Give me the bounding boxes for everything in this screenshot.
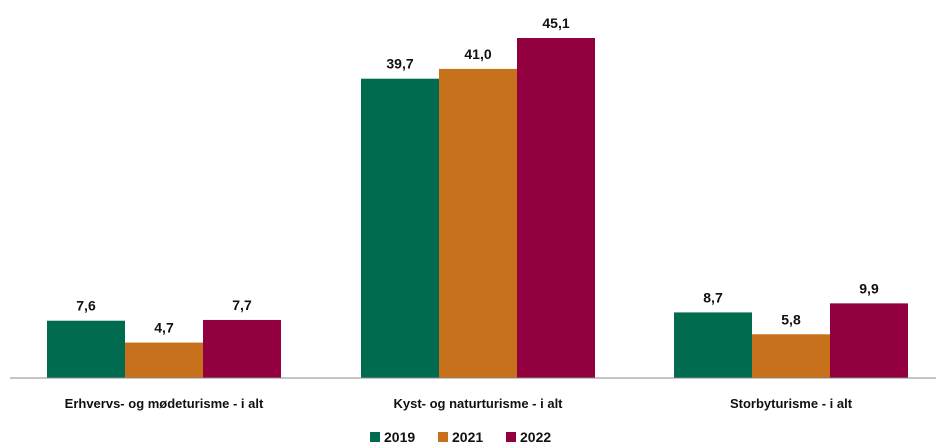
category-label-erhvervs-og-mødeturisme-i-alt: Erhvervs- og mødeturisme - i alt — [65, 396, 264, 411]
value-label-2019-erhvervs-og-mødeturisme-i-alt: 7,6 — [76, 298, 96, 314]
value-label-2021-erhvervs-og-mødeturisme-i-alt: 4,7 — [154, 320, 174, 336]
category-label-storbyturisme-i-alt: Storbyturisme - i alt — [730, 396, 853, 411]
bar-2021-kyst-og-naturturisme-i-alt — [439, 68, 517, 378]
bar-2022-erhvervs-og-mødeturisme-i-alt — [203, 319, 281, 378]
bar-2019-storbyturisme-i-alt — [674, 312, 752, 378]
legend-label-2019: 2019 — [384, 429, 415, 445]
legend-swatch-2019 — [370, 432, 380, 442]
bars-group — [47, 38, 908, 378]
legend-swatch-2021 — [438, 432, 448, 442]
value-label-2021-storbyturisme-i-alt: 5,8 — [781, 311, 801, 327]
legend: 2019 2021 2022 — [370, 429, 551, 445]
legend-label-2021: 2021 — [452, 429, 483, 445]
value-label-2022-kyst-og-naturturisme-i-alt: 45,1 — [542, 15, 569, 31]
value-label-2019-storbyturisme-i-alt: 8,7 — [703, 289, 723, 305]
legend-swatch-2022 — [506, 432, 516, 442]
bar-2022-storbyturisme-i-alt — [830, 303, 908, 378]
bar-2019-kyst-og-naturturisme-i-alt — [361, 78, 439, 378]
value-label-2022-erhvervs-og-mødeturisme-i-alt: 7,7 — [232, 297, 252, 313]
category-labels-group: Erhvervs- og mødeturisme - i alt Kyst- og… — [65, 396, 853, 411]
value-label-2019-kyst-og-naturturisme-i-alt: 39,7 — [386, 56, 413, 72]
category-label-kyst-og-naturturisme-i-alt: Kyst- og naturturisme - i alt — [393, 396, 563, 411]
bar-2021-erhvervs-og-mødeturisme-i-alt — [125, 342, 203, 378]
value-label-2021-kyst-og-naturturisme-i-alt: 41,0 — [464, 46, 491, 62]
value-label-2022-storbyturisme-i-alt: 9,9 — [859, 280, 879, 296]
legend-label-2022: 2022 — [520, 429, 551, 445]
bar-2019-erhvervs-og-mødeturisme-i-alt — [47, 320, 125, 378]
value-labels-group: 7,6 4,7 7,7 39,7 41,0 45,1 8,7 5,8 9,9 — [76, 15, 879, 336]
bar-2021-storbyturisme-i-alt — [752, 334, 830, 378]
bar-2022-kyst-og-naturturisme-i-alt — [517, 38, 595, 378]
